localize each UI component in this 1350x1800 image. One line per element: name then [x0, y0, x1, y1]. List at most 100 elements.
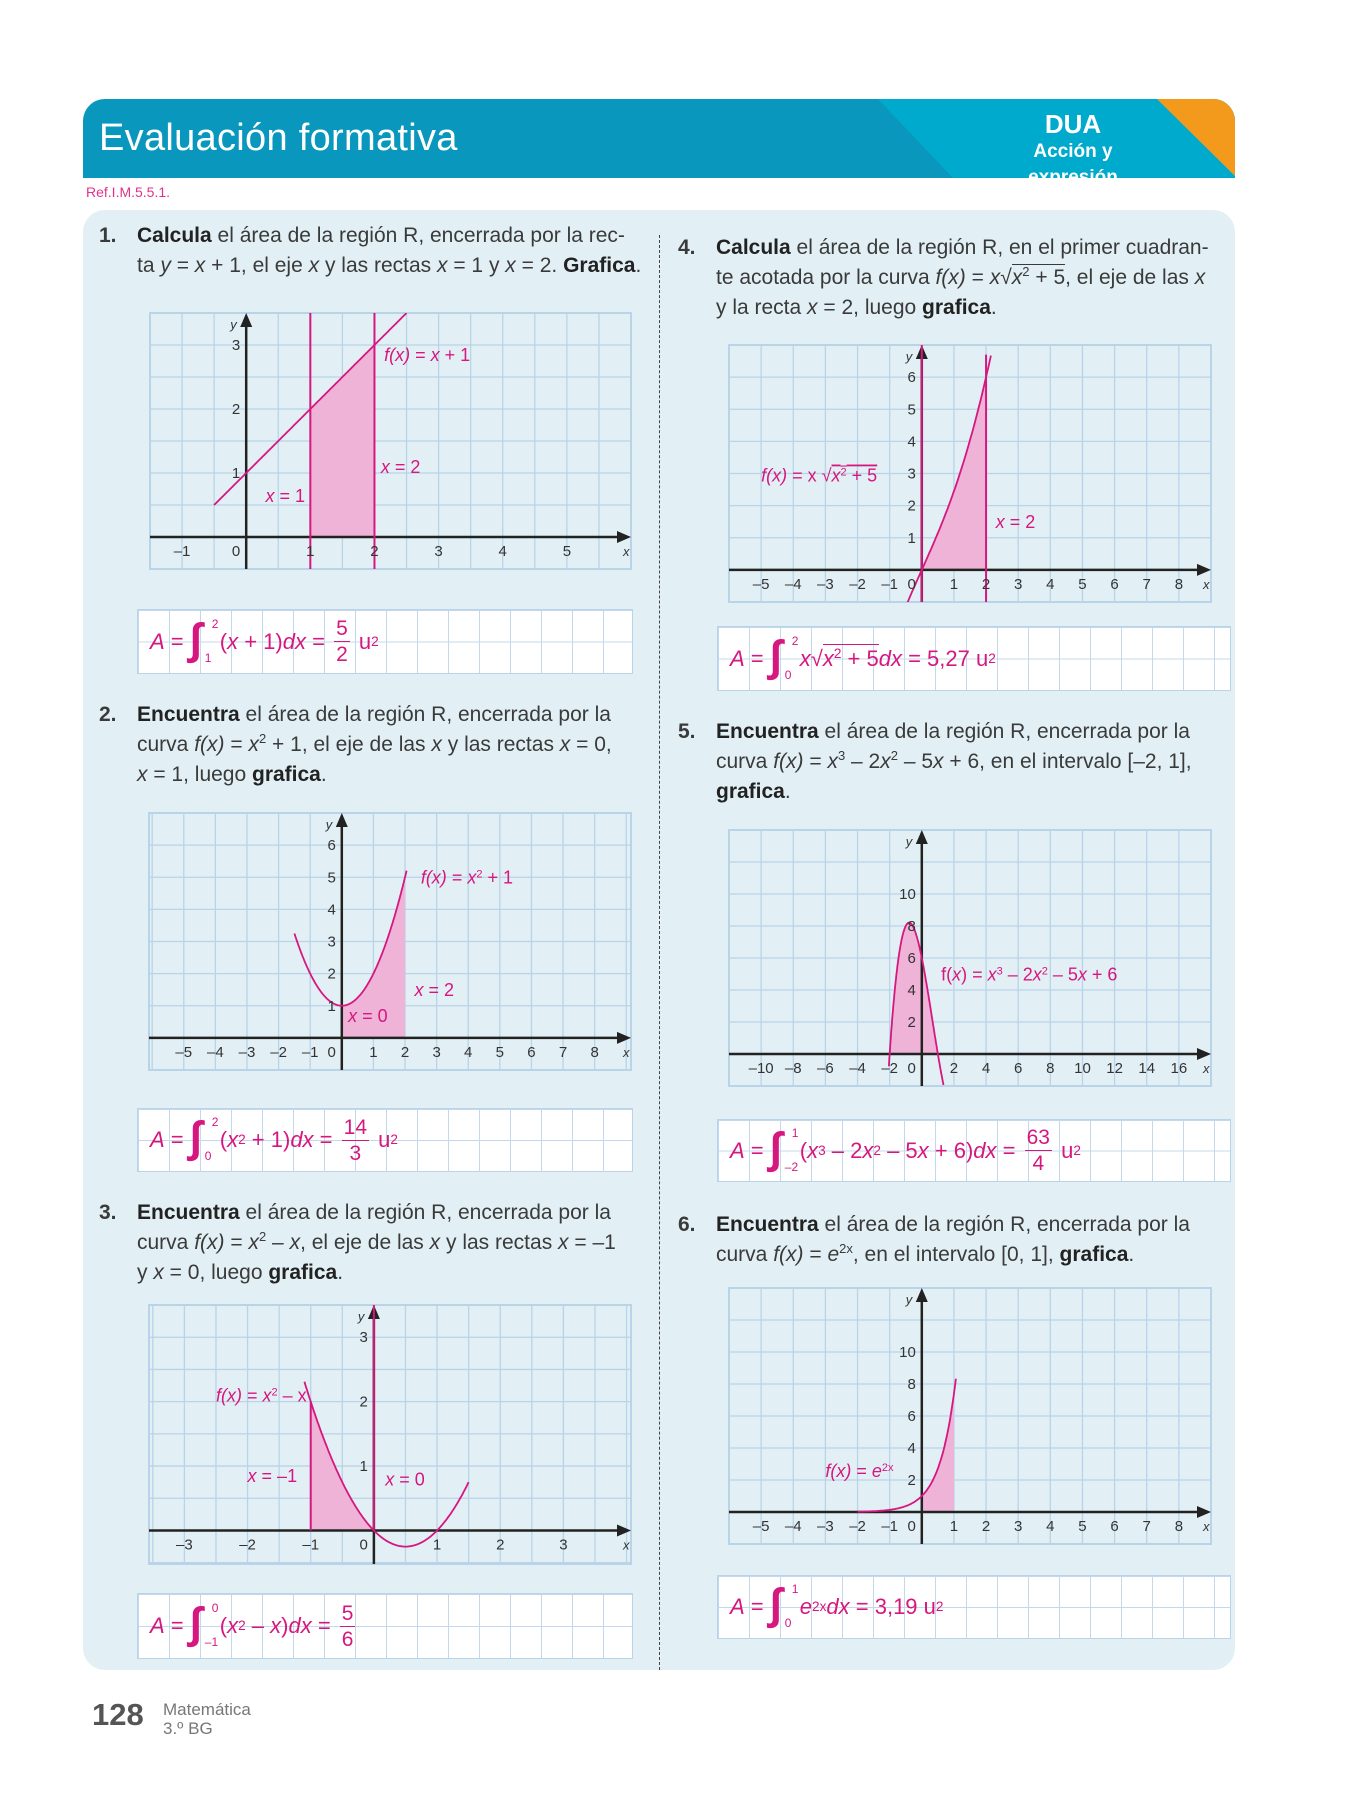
- x-tick-label: 4: [982, 1060, 990, 1077]
- math-variable: A: [150, 628, 165, 654]
- math-variable: x: [289, 1231, 301, 1254]
- math-variable: x: [194, 254, 206, 277]
- y-tick-label: 1: [327, 998, 335, 1015]
- graph-6: –5 –4 –3 –2 –1 1 2 3 4 5 6 7 8 2 4 6 8 10 0 x y f(x) = e2x: [728, 1287, 1212, 1545]
- text-run: =: [164, 1613, 190, 1638]
- text-run: (: [219, 1127, 228, 1152]
- label-run: + 1: [440, 345, 471, 365]
- text-run: – 5: [880, 1137, 918, 1163]
- origin-label: 0: [360, 1536, 368, 1553]
- x-tick-label: 1: [369, 1044, 377, 1061]
- text-run: = 2.: [515, 254, 564, 277]
- text-run: – 2: [825, 1137, 863, 1163]
- label-run: x: [261, 1386, 272, 1406]
- x-tick-label: –1: [881, 1518, 898, 1535]
- integral-sign: 1 –2: [770, 1124, 800, 1174]
- x-tick-label: 2: [950, 1060, 958, 1077]
- y-tick-label: 3: [232, 337, 240, 354]
- label-run: = 2: [390, 457, 421, 477]
- answer-box-2[interactable]: A = 20(x2 + 1)dx = 143 u2: [137, 1108, 633, 1172]
- x-tick-label: 6: [1110, 1518, 1118, 1535]
- lower-limit: 0: [784, 667, 792, 682]
- y-axis-arrow-icon: [240, 313, 253, 327]
- answer-box-1[interactable]: A = 21(x + 1)dx = 52 u2: [137, 609, 633, 674]
- math-variable: x: [153, 1261, 164, 1284]
- math-variable: x: [880, 750, 891, 773]
- grid-border: [728, 829, 1212, 1087]
- text-run: el área de la región R, encerrada por la…: [211, 224, 625, 247]
- integral-sign: 10: [770, 1580, 800, 1630]
- grade-label: 3.º BG: [163, 1719, 213, 1738]
- x-axis-arrow-icon: [1197, 563, 1211, 576]
- text-run: y las rectas: [440, 1231, 559, 1254]
- text-run: = 1, luego: [147, 763, 252, 786]
- math-variable: f(x): [773, 750, 804, 773]
- label-run: = 2: [1005, 512, 1036, 532]
- label-run: f(x): [421, 868, 447, 888]
- x-tick-label: 8: [1046, 1060, 1054, 1077]
- y-axis-arrow-icon: [915, 1288, 928, 1302]
- x-tick-label: –3: [176, 1536, 193, 1553]
- math-variable: dx: [826, 1594, 850, 1619]
- page-title: Evaluación formativa: [99, 117, 458, 159]
- y-tick-label: 1: [360, 1458, 368, 1475]
- subject-name: Matemática: [163, 1700, 251, 1719]
- x-tick-label: –4: [849, 1060, 866, 1077]
- fraction: 14 3: [341, 1115, 369, 1166]
- math-variable: x: [807, 1137, 819, 1163]
- text-run: =: [313, 1127, 339, 1152]
- exponent: 2: [833, 645, 842, 661]
- bold-text: Calcula: [716, 236, 791, 259]
- y-tick-label: 2: [360, 1394, 368, 1411]
- math-variable: A: [730, 1594, 745, 1619]
- answer-box-5[interactable]: A = 1–2(x3 – 2x2 – 5x + 6)dx = 634 u2: [717, 1119, 1231, 1182]
- text-run: = 0,: [570, 733, 612, 756]
- x-tick-label: 2: [496, 1536, 504, 1553]
- label-run: =: [242, 1386, 263, 1406]
- label-run: =: [447, 868, 468, 888]
- label-run: =: [410, 345, 431, 365]
- x-tick-label: 5: [496, 1044, 504, 1061]
- text-run: =: [996, 1137, 1022, 1163]
- answer-expression: A = 20xx2 + 5dx = 5,27 u2: [730, 627, 996, 690]
- text-run: ta: [137, 254, 161, 277]
- text-run: – 5: [897, 750, 934, 773]
- answer-box-3[interactable]: A = 0–1(x2 – x)dx = 56: [137, 1593, 633, 1659]
- text-run: curva: [716, 750, 774, 773]
- y-tick-label: 4: [907, 433, 915, 450]
- y-tick-label: 2: [327, 966, 335, 983]
- label-run: f(: [941, 964, 952, 984]
- label-exponent: 2: [1042, 965, 1048, 977]
- x-tick-label: –4: [785, 576, 802, 593]
- label-run: x: [987, 964, 998, 984]
- y-tick-label: 3: [327, 934, 335, 951]
- x-tick-label: 2: [401, 1044, 409, 1061]
- math-variable: x: [559, 733, 571, 756]
- math-variable: x: [862, 1137, 874, 1163]
- text-run: =: [744, 645, 770, 671]
- text-run: =: [164, 1127, 190, 1152]
- denominator: 6: [341, 1627, 354, 1651]
- x-tick-label: 3: [1014, 576, 1022, 593]
- label-run: e: [872, 1461, 882, 1481]
- text-run: + 1, el eje: [205, 254, 309, 277]
- problem-number: 3.: [99, 1201, 117, 1224]
- text-run: u: [352, 628, 372, 654]
- text-run: =: [803, 750, 828, 773]
- dua-title: DUA: [1044, 109, 1102, 139]
- graph-annotation: x = –1: [247, 1466, 298, 1486]
- x-tick-label: –5: [175, 1044, 192, 1061]
- x-tick-label: 4: [1046, 1518, 1054, 1535]
- origin-label: 0: [327, 1044, 335, 1061]
- text-run: = 3,19 u: [849, 1594, 936, 1619]
- x-tick-label: 6: [527, 1044, 535, 1061]
- x-axis-label: x: [1202, 1519, 1210, 1534]
- label-run: + 1: [482, 868, 513, 888]
- answer-box-4[interactable]: A = 20xx2 + 5dx = 5,27 u2: [717, 626, 1231, 691]
- text-run: curva: [137, 1231, 195, 1254]
- text-run: =: [164, 628, 190, 654]
- function-curve: [293, 870, 408, 1007]
